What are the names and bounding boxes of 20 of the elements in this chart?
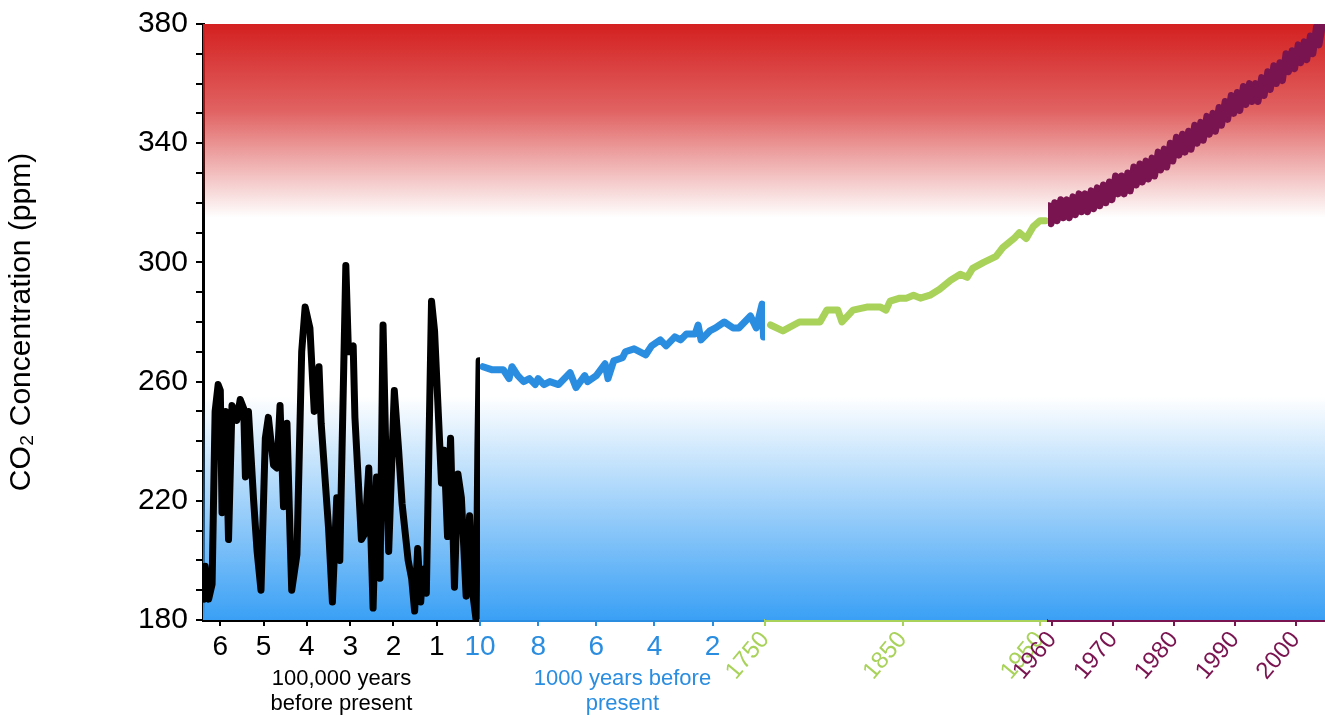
x-tick-label: 2 [704,629,721,661]
x-tick-label: 6 [588,629,605,661]
x-tick-label: 4 [299,629,315,661]
y-tick-label: 220 [137,482,188,516]
x-tick-label: 4 [646,629,663,661]
x-tick-label: 2 [385,629,402,661]
x-axis-title: 1000 years before present [533,665,712,716]
x-tick-label: 1 [428,629,445,661]
x-tick-label: 6 [212,629,229,661]
x-tick-label: 5 [255,629,272,661]
x-tick-label: 8 [530,629,546,661]
y-tick-label: 260 [137,362,188,396]
y-tick-label: 300 [137,243,188,277]
x-axis-title: 100,000 years before present [270,665,413,716]
y-tick-label: 180 [137,601,188,635]
y-tick-label: 340 [137,124,188,158]
y-axis-title: CO₂ Concentration (ppm) [3,152,37,492]
y-tick-label: 380 [137,5,188,39]
x-tick-label: 3 [342,629,358,661]
x-tick-label: 10 [464,629,496,661]
